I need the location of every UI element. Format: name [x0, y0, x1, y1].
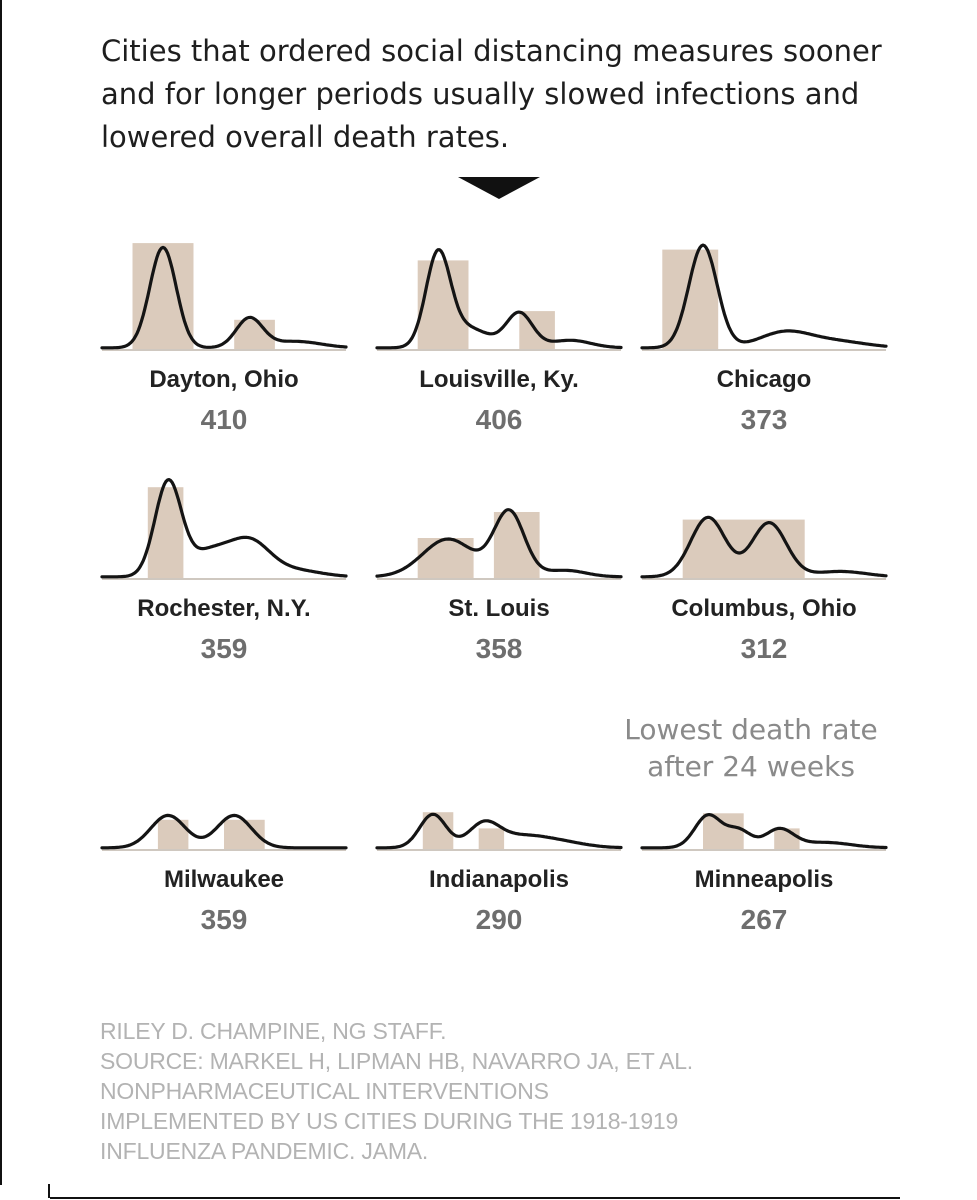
city-chart [375, 812, 623, 851]
death-rate-curve [375, 508, 623, 579]
city-name: Indianapolis [428, 866, 569, 893]
death-rate-curve [640, 515, 888, 579]
city-name: Minneapolis [694, 866, 834, 893]
death-rate: 410 [200, 404, 248, 435]
city-chart [640, 813, 888, 851]
death-rate: 290 [475, 904, 523, 935]
city-chart [100, 243, 348, 351]
city-chart [640, 515, 888, 580]
city-panel-columbus: Columbus, Ohio 312 [640, 465, 888, 665]
death-rate: 267 [740, 904, 788, 935]
city-panel-milwaukee: Milwaukee 359 [100, 736, 348, 936]
city-chart [375, 248, 623, 351]
death-rate-curve [375, 812, 623, 850]
lowest-rate-annotation: Lowest death rate after 24 weeks [624, 713, 878, 783]
city-panel-dayton: Dayton, Ohio 410 [100, 236, 348, 436]
city-name: Columbus, Ohio [671, 595, 857, 622]
death-rate-curve [100, 478, 348, 579]
city-name: Chicago [716, 366, 812, 393]
intervention-period-bar [132, 243, 194, 350]
headline: Cities that ordered social distancing me… [101, 34, 882, 154]
death-rate: 359 [200, 633, 248, 664]
intervention-period-bar [478, 828, 505, 850]
city-panel-rochester: Rochester, N.Y. 359 [100, 465, 348, 665]
city-name: Louisville, Ky. [419, 366, 579, 393]
city-panel-indianapolis: Indianapolis 290 [375, 736, 623, 936]
city-chart [100, 478, 348, 580]
death-rate-curve [100, 813, 348, 850]
city-name: Milwaukee [163, 866, 285, 893]
city-panel-louisville: Louisville, Ky. 406 [375, 236, 623, 436]
credit-line: INFLUENZA PANDEMIC. JAMA. [100, 1138, 429, 1164]
death-rate: 312 [740, 633, 788, 664]
down-arrow-icon [458, 177, 540, 199]
frame-left-edge [0, 0, 2, 1185]
intervention-period-bar [703, 813, 744, 850]
death-rate-curve [640, 243, 888, 350]
city-panel-chicago: Chicago 373 [640, 236, 888, 436]
credit-line: NONPHARMACEUTICAL INTERVENTIONS [100, 1078, 549, 1104]
credits: RILEY D. CHAMPINE, NG STAFF. SOURCE: MAR… [100, 1016, 900, 1166]
city-panel-st-louis: St. Louis 358 [375, 465, 623, 665]
death-rate-curve [640, 813, 888, 850]
intervention-period-bar [147, 487, 184, 579]
credit-line: IMPLEMENTED BY US CITIES DURING THE 1918… [100, 1108, 679, 1134]
death-rate: 373 [740, 404, 788, 435]
intervention-period-bar [493, 512, 540, 579]
death-rate: 358 [475, 633, 523, 664]
credit-line: SOURCE: MARKEL H, LIPMAN HB, NAVARRO JA,… [100, 1048, 694, 1074]
frame-bottom-edge [50, 1197, 900, 1199]
intervention-period-bar [417, 260, 469, 350]
death-rate: 359 [200, 904, 248, 935]
city-chart [375, 508, 623, 580]
city-name: Dayton, Ohio [149, 366, 299, 393]
credit-line: RILEY D. CHAMPINE, NG STAFF. [100, 1018, 447, 1044]
city-name: St. Louis [448, 595, 550, 622]
city-chart [100, 813, 348, 851]
frame-corner-tick [48, 1184, 50, 1198]
city-panel-minneapolis: Minneapolis 267 [640, 736, 888, 936]
death-rate-curve [375, 248, 623, 350]
intervention-period-bar [682, 519, 805, 579]
death-rate: 406 [475, 404, 523, 435]
intervention-period-bar [662, 249, 719, 350]
death-rate-curve [100, 245, 348, 350]
city-name: Rochester, N.Y. [137, 595, 311, 622]
city-chart [640, 243, 888, 351]
